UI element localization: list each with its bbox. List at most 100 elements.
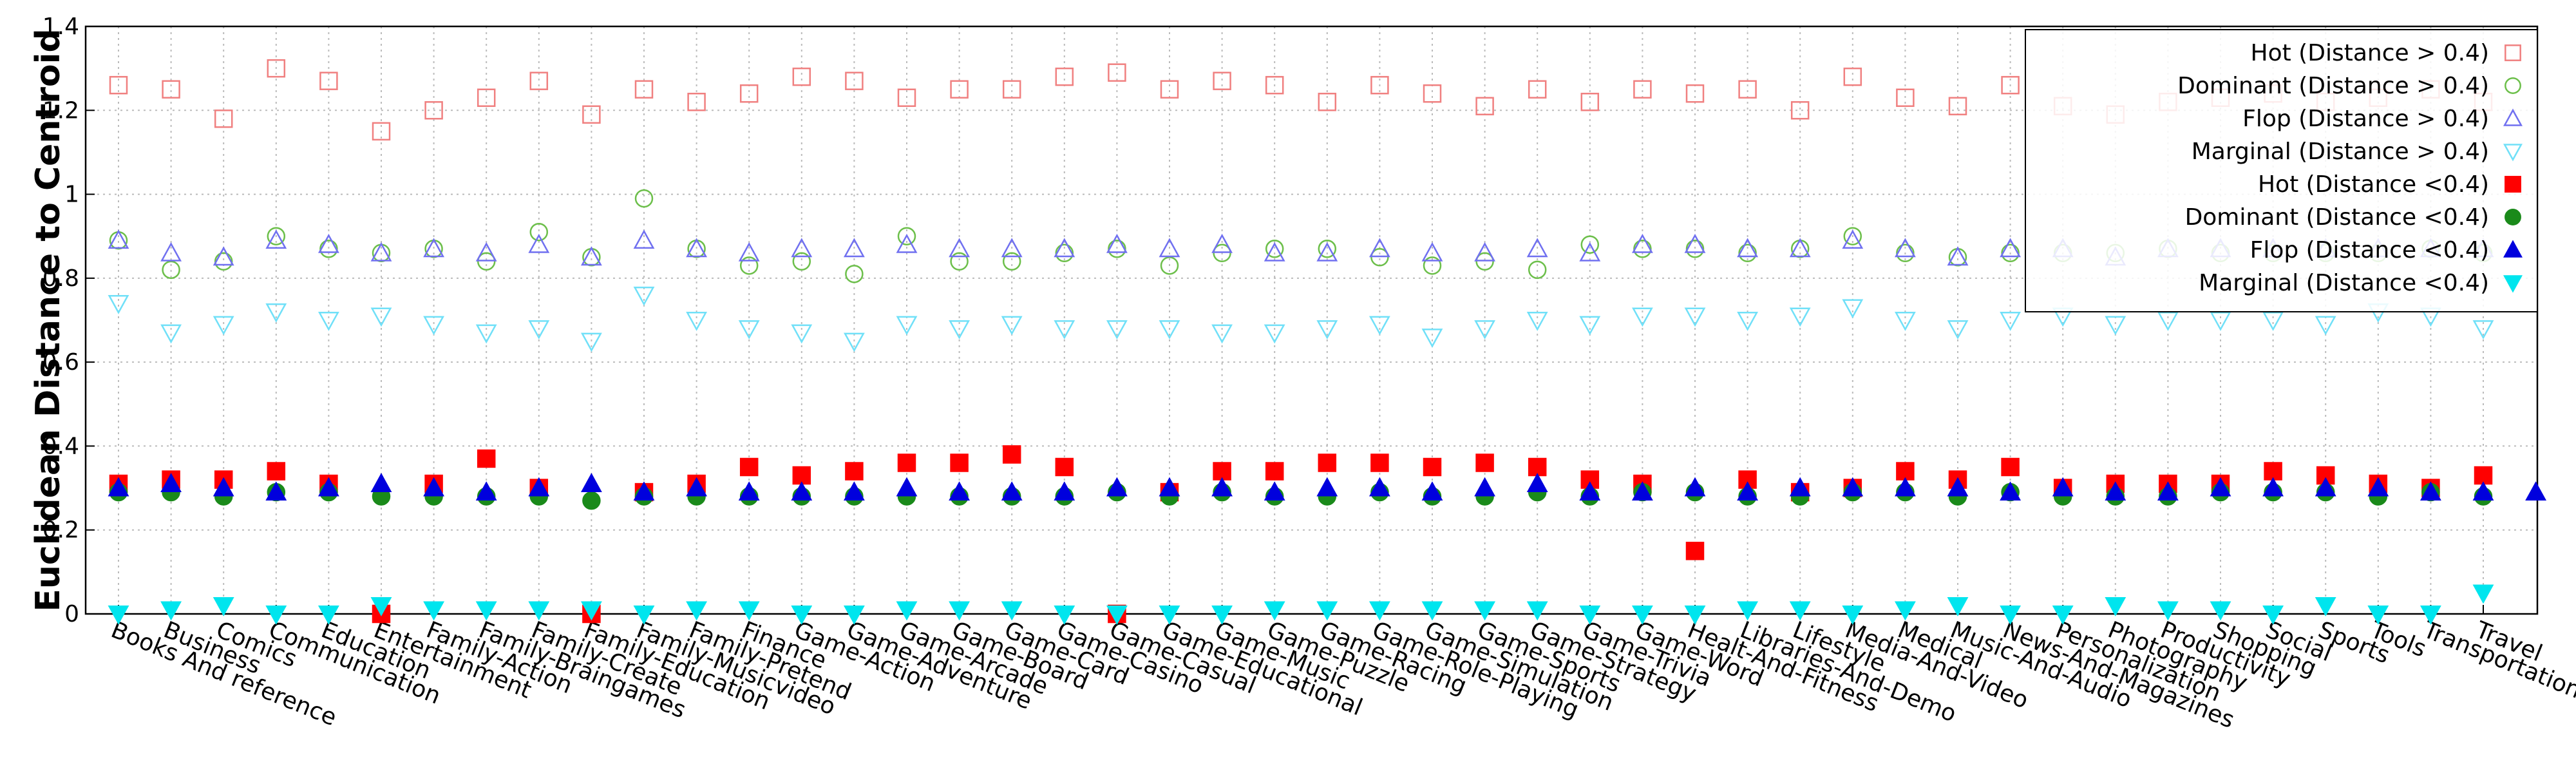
point — [529, 222, 549, 242]
point — [1421, 601, 1443, 621]
point — [950, 453, 969, 472]
point — [1002, 80, 1021, 99]
point — [738, 320, 760, 339]
point — [1842, 229, 1864, 249]
point — [1631, 307, 1653, 327]
plot-frame — [84, 25, 2539, 615]
point — [423, 238, 445, 258]
point — [1790, 101, 1810, 120]
point — [1684, 233, 1706, 253]
y-tick-label: 0.6 — [43, 349, 79, 376]
point — [2262, 477, 2284, 497]
point — [1265, 462, 1284, 481]
point — [633, 286, 655, 306]
point — [791, 238, 813, 258]
point — [1896, 243, 1915, 263]
point — [423, 316, 445, 336]
point — [1737, 312, 1759, 331]
series — [108, 286, 2494, 352]
point — [2105, 481, 2126, 501]
point — [2262, 606, 2284, 625]
point — [1633, 80, 1652, 99]
point — [949, 601, 971, 621]
point — [1579, 606, 1601, 625]
point — [267, 59, 286, 78]
legend-marker — [2503, 275, 2523, 293]
point — [1685, 240, 1705, 258]
point — [1423, 256, 1442, 275]
point — [1421, 242, 1443, 262]
point — [1474, 320, 1496, 339]
point — [897, 88, 916, 107]
point — [1055, 457, 1074, 477]
point — [1896, 88, 1915, 107]
point — [2052, 606, 2074, 625]
point — [1894, 477, 1916, 497]
point — [686, 312, 708, 331]
point — [1001, 238, 1023, 258]
point — [1631, 233, 1653, 253]
point — [580, 601, 602, 621]
point — [1316, 320, 1338, 339]
point — [2000, 312, 2022, 331]
point — [1474, 477, 1496, 497]
point — [1894, 238, 1916, 258]
point — [2001, 457, 2020, 477]
point — [370, 473, 392, 493]
point — [1684, 307, 1706, 327]
point — [213, 597, 234, 616]
legend-marker — [2505, 209, 2521, 225]
point — [582, 491, 601, 510]
point — [896, 477, 918, 497]
point — [213, 477, 234, 497]
point — [582, 105, 601, 124]
point — [1316, 242, 1338, 262]
point — [1842, 606, 1864, 625]
point — [1685, 84, 1705, 103]
point — [265, 229, 287, 249]
point — [1108, 63, 1126, 82]
point — [1737, 601, 1759, 621]
point — [633, 481, 655, 501]
point — [475, 601, 497, 621]
point — [2105, 597, 2126, 616]
point — [528, 233, 550, 253]
point — [843, 606, 865, 625]
point — [845, 72, 864, 90]
point — [1318, 240, 1337, 258]
point — [1318, 453, 1337, 472]
point — [843, 238, 865, 258]
point — [317, 477, 339, 497]
legend-label: Flop (Distance > 0.4) — [2242, 106, 2489, 132]
point — [370, 597, 392, 616]
point — [475, 481, 497, 501]
point — [2474, 466, 2493, 485]
point — [1896, 462, 1915, 481]
point — [1947, 597, 1969, 616]
point — [162, 80, 180, 99]
point — [1106, 233, 1128, 253]
point — [1684, 477, 1706, 497]
point — [1421, 481, 1443, 501]
y-axis-label: Euclidean Distance to Centroid — [29, 28, 68, 611]
point — [1213, 243, 1231, 263]
point — [372, 122, 391, 141]
legend-label: Dominant (Distance > 0.4) — [2177, 73, 2489, 99]
point — [2157, 481, 2179, 501]
point — [950, 80, 969, 99]
point — [2000, 481, 2022, 501]
point — [2315, 477, 2336, 497]
point — [633, 606, 655, 625]
point — [1368, 316, 1390, 336]
y-tick-label: 1.4 — [43, 14, 79, 40]
point — [2367, 477, 2389, 497]
point — [1160, 256, 1179, 275]
series — [109, 482, 2493, 510]
point — [1947, 246, 1969, 266]
point — [2157, 312, 2179, 331]
point — [1054, 320, 1075, 339]
point — [1894, 312, 1916, 331]
point — [1843, 227, 1862, 245]
point — [1528, 80, 1547, 99]
